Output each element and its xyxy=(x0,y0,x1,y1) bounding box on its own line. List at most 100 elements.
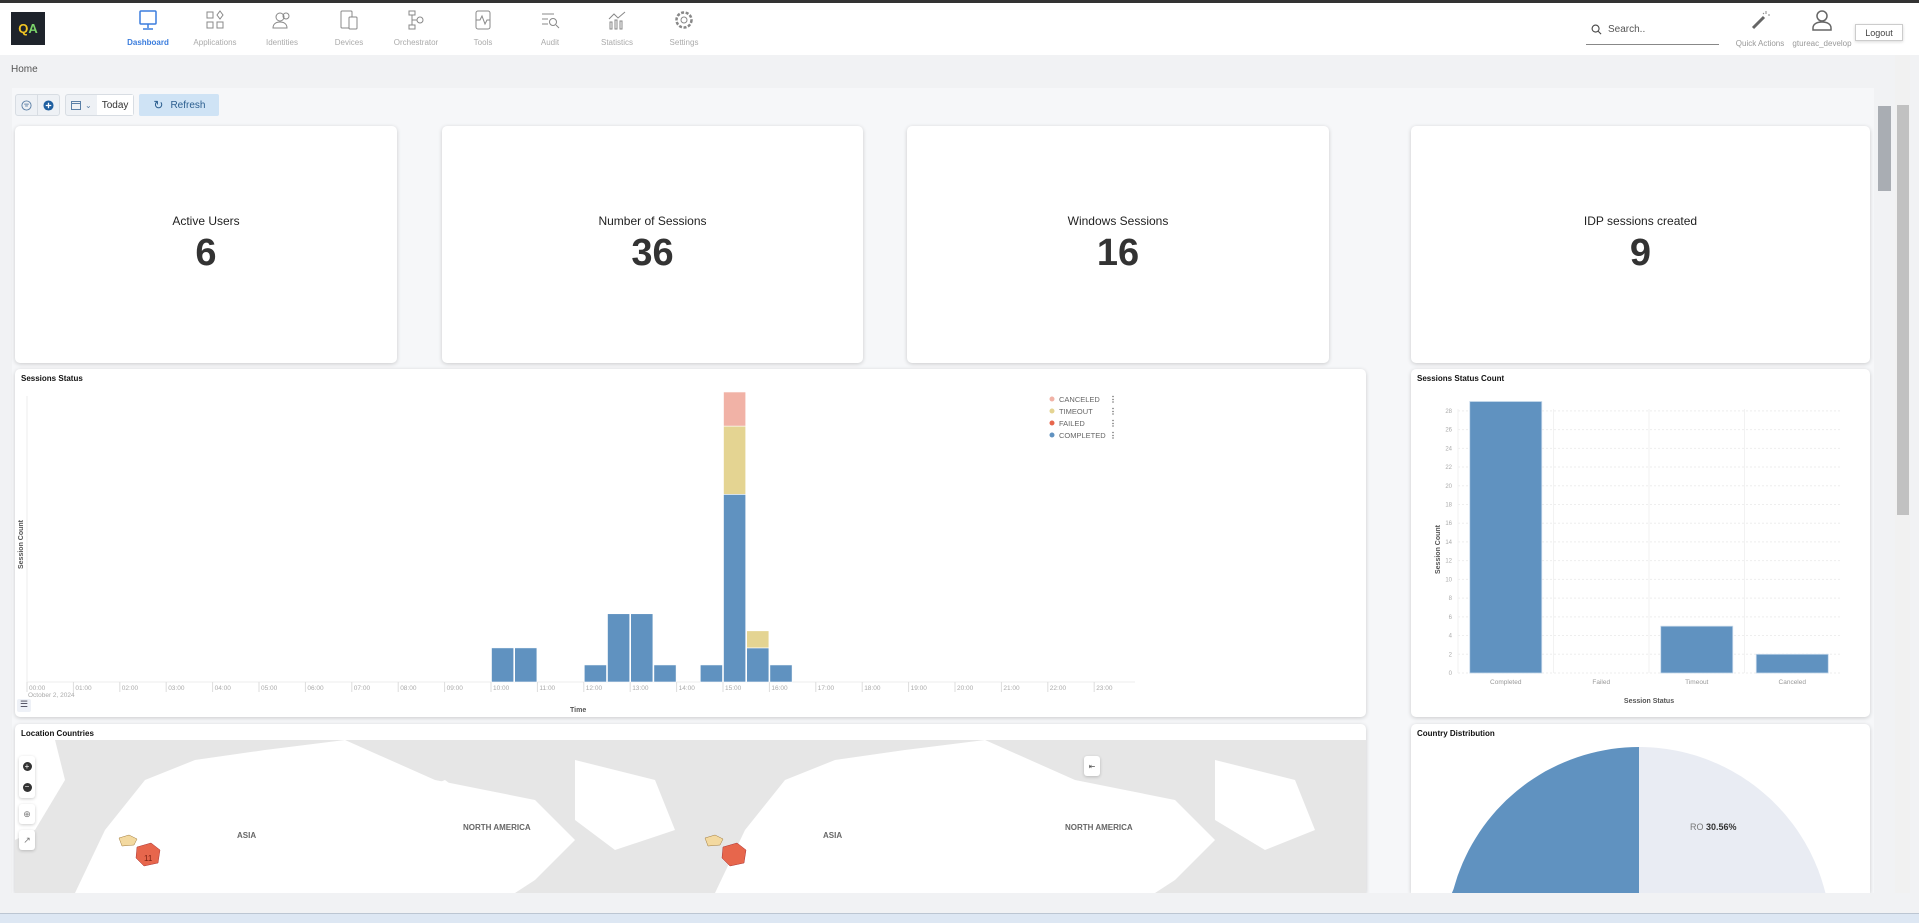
date-picker-button[interactable]: ⌄ xyxy=(66,95,97,115)
legend-options-icon: ⋮ xyxy=(1109,407,1117,416)
search-input[interactable] xyxy=(1608,24,1698,35)
bar-timeout xyxy=(723,425,747,495)
list-icon: ☰ xyxy=(19,699,29,709)
country-distribution-card: Country Distribution RO 30.56% xyxy=(1411,724,1870,893)
scrollbar-thumb[interactable] xyxy=(1897,105,1909,515)
y-tick-label: 10 xyxy=(1445,577,1452,583)
nav-orchestrator[interactable]: Orchestrator xyxy=(384,9,448,47)
x-tick-label: 10:00 xyxy=(493,685,510,692)
nav-label: Applications xyxy=(193,38,237,47)
legend-toggle-button[interactable]: ☰ xyxy=(17,699,31,712)
x-tick-label: 06:00 xyxy=(307,685,324,692)
nav-label: Devices xyxy=(334,38,364,47)
user-menu[interactable]: gtureac_develop xyxy=(1790,9,1854,48)
nav-settings[interactable]: Settings xyxy=(652,9,716,47)
nav-audit[interactable]: Audit xyxy=(518,9,582,47)
bar-completed xyxy=(583,664,607,683)
quick-actions-button[interactable]: Quick Actions xyxy=(1728,9,1792,48)
stat-title: Number of Sessions xyxy=(598,214,707,228)
pie-label: RO 30.56% xyxy=(1690,822,1737,832)
nav-label: Tools xyxy=(473,38,493,47)
map-marker-count: 11 xyxy=(144,854,153,863)
world-map[interactable]: 11 ASIA ASIA NORTH AMERICA NORTH AMERICA xyxy=(15,740,1366,893)
map-label-north-america: NORTH AMERICA xyxy=(463,823,531,832)
legend-collapse-icon: ⇤ xyxy=(1088,761,1096,771)
y-tick-label: 18 xyxy=(1445,502,1452,508)
bar-completed xyxy=(723,494,747,683)
locate-button[interactable]: ⊕ xyxy=(19,804,35,824)
stat-value: 6 xyxy=(195,232,217,274)
x-tick-label: 14:00 xyxy=(679,685,696,692)
y-tick-label: 14 xyxy=(1445,540,1452,546)
nav-tools[interactable]: Tools xyxy=(451,9,515,47)
location-countries-card: Location Countries 11 ASIA ASIA NORTH AM… xyxy=(15,724,1366,893)
legend-label: TIMEOUT xyxy=(1059,407,1093,416)
map-legend-button[interactable]: ⇤ xyxy=(1084,756,1100,776)
x-tick-label: 19:00 xyxy=(911,685,928,692)
chart-title: Country Distribution xyxy=(1417,729,1495,738)
legend-swatch xyxy=(1049,396,1055,402)
x-tick-label: 00:00 xyxy=(29,685,46,692)
monitor-icon xyxy=(139,10,157,30)
legend-swatch xyxy=(1049,420,1055,426)
sessions-status-card: Sessions Status 00:00 01:00 02:00 03:00 04:0… xyxy=(15,369,1366,717)
y-tick-label: 22 xyxy=(1445,465,1452,471)
magic-wand-icon xyxy=(1751,11,1770,30)
nav-label: Statistics xyxy=(600,38,633,47)
bar-completed xyxy=(653,664,677,683)
map-label-north-america: NORTH AMERICA xyxy=(1065,823,1133,832)
bar-canceled xyxy=(723,391,747,427)
filter-button[interactable] xyxy=(16,95,37,115)
flow-icon xyxy=(408,10,424,30)
search-box[interactable] xyxy=(1586,15,1719,45)
devices-icon xyxy=(340,10,358,30)
stat-card-number-of-sessions: Number of Sessions 36 xyxy=(442,126,863,363)
plus-circle-icon xyxy=(43,99,54,111)
add-filter-button[interactable] xyxy=(37,95,59,115)
nav-statistics[interactable]: Statistics xyxy=(585,9,649,47)
y-tick-label: 4 xyxy=(1449,634,1453,640)
window-scrollbar[interactable] xyxy=(1895,55,1910,893)
logout-button[interactable]: Logout xyxy=(1855,24,1903,41)
legend-swatch xyxy=(1049,432,1055,438)
x-axis-title: Session Status xyxy=(1624,698,1674,705)
quick-actions-label: Quick Actions xyxy=(1735,39,1785,48)
nav-devices[interactable]: Devices xyxy=(317,9,381,47)
content-scrollbar[interactable] xyxy=(1877,88,1895,893)
calendar-icon xyxy=(71,101,81,110)
x-tick-label: 11:00 xyxy=(539,685,555,692)
x-date-label: October 2, 2024 xyxy=(28,692,75,699)
nav-applications[interactable]: Applications xyxy=(183,9,247,47)
x-tick-label: 15:00 xyxy=(725,685,742,692)
nav-identities[interactable]: Identities xyxy=(250,9,314,47)
fullscreen-button[interactable]: ↗ xyxy=(19,830,35,850)
map-label-asia: ASIA xyxy=(237,831,256,840)
x-tick-label: 23:00 xyxy=(1096,685,1113,692)
scrollbar-thumb[interactable] xyxy=(1878,106,1891,191)
stat-value: 16 xyxy=(1096,232,1140,274)
date-range-value[interactable]: Today xyxy=(96,95,134,115)
username-label: gtureac_develop xyxy=(1792,39,1852,48)
x-tick-label: 02:00 xyxy=(122,685,139,692)
y-tick-label: 0 xyxy=(1449,671,1453,677)
refresh-button[interactable]: ↻ Refresh xyxy=(139,94,220,116)
zoom-controls: + − xyxy=(19,756,35,798)
landmass xyxy=(15,740,1315,893)
audit-search-icon xyxy=(542,13,560,29)
zoom-in-button[interactable]: + xyxy=(22,762,32,771)
y-tick-label: 8 xyxy=(1449,596,1453,602)
dashboard-toolbar: ⌄ Today ↻ Refresh xyxy=(15,94,220,116)
romania-marker xyxy=(135,842,161,867)
hungary-marker xyxy=(704,834,724,847)
x-tick-label: 22:00 xyxy=(1050,685,1067,692)
x-tick-label: 05:00 xyxy=(261,685,278,692)
legend-label: COMPLETED xyxy=(1059,431,1106,440)
map-label-asia: ASIA xyxy=(823,831,842,840)
nav-dashboard[interactable]: Dashboard xyxy=(116,9,180,47)
zoom-out-button[interactable]: − xyxy=(22,783,32,792)
nav-label: Orchestrator xyxy=(393,38,439,47)
search-icon xyxy=(1591,24,1602,35)
x-tick-label: 21:00 xyxy=(1003,685,1020,692)
